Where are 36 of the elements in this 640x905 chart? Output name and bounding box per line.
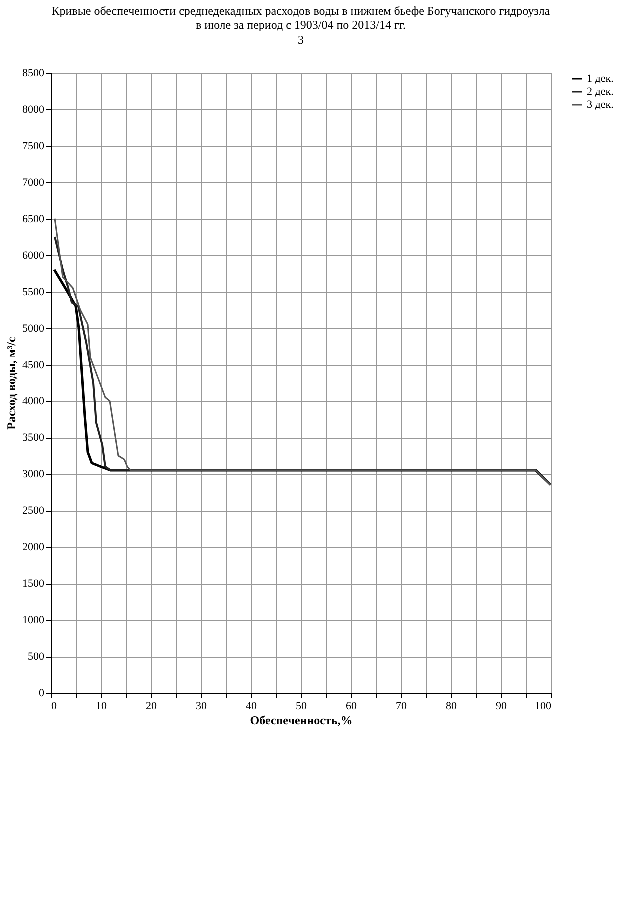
y-tick-label: 2000 — [22, 542, 45, 554]
y-tick-label: 500 — [28, 651, 45, 664]
y-tick-label: 1500 — [22, 578, 45, 590]
y-tick-label: 8500 — [22, 68, 45, 80]
x-tick-label: 100 — [535, 700, 552, 712]
x-tick-label: 0 — [52, 700, 58, 712]
x-tick-label: 20 — [146, 700, 158, 712]
x-axis-title: Обеспеченность,% — [250, 714, 353, 728]
y-tick-label: 5500 — [22, 286, 45, 298]
y-tick-label: 5000 — [22, 322, 45, 335]
x-tick-label: 50 — [296, 700, 308, 712]
legend-label: 2 дек. — [587, 86, 614, 98]
legend-label: 3 дек. — [587, 99, 614, 111]
y-axis-title: Расход воды, м³/с — [4, 336, 18, 430]
x-tick-label: 40 — [246, 700, 258, 712]
x-tick-label: 90 — [496, 700, 508, 712]
y-tick-label: 6500 — [22, 213, 45, 226]
x-tick-label: 30 — [196, 700, 208, 712]
x-tick-label: 70 — [396, 700, 408, 712]
legend-label: 1 дек. — [587, 73, 614, 85]
y-tick-label: 2500 — [22, 505, 45, 518]
x-tick-label: 60 — [346, 700, 358, 712]
y-tick-label: 3000 — [22, 468, 45, 481]
y-tick-label: 8000 — [22, 104, 45, 116]
x-tick-label: 80 — [446, 700, 458, 712]
y-tick-label: 1000 — [22, 614, 45, 627]
y-tick-label: 3500 — [22, 432, 45, 444]
y-tick-label: 7000 — [22, 176, 45, 189]
y-tick-label: 4500 — [22, 359, 45, 372]
chart-title: Кривые обеспеченности среднедекадных расходов воды в нижнем бьефе Богучанского гидроузла в июле за период с 1903/04 по 2013/14 гг. — [52, 4, 551, 32]
y-tick-label: 7500 — [22, 140, 45, 152]
x-tick-label: 10 — [96, 700, 108, 712]
y-tick-label: 4000 — [22, 396, 45, 408]
y-tick-label: 6000 — [22, 250, 45, 262]
y-tick-label: 0 — [39, 688, 45, 700]
text: 3 — [298, 33, 304, 47]
